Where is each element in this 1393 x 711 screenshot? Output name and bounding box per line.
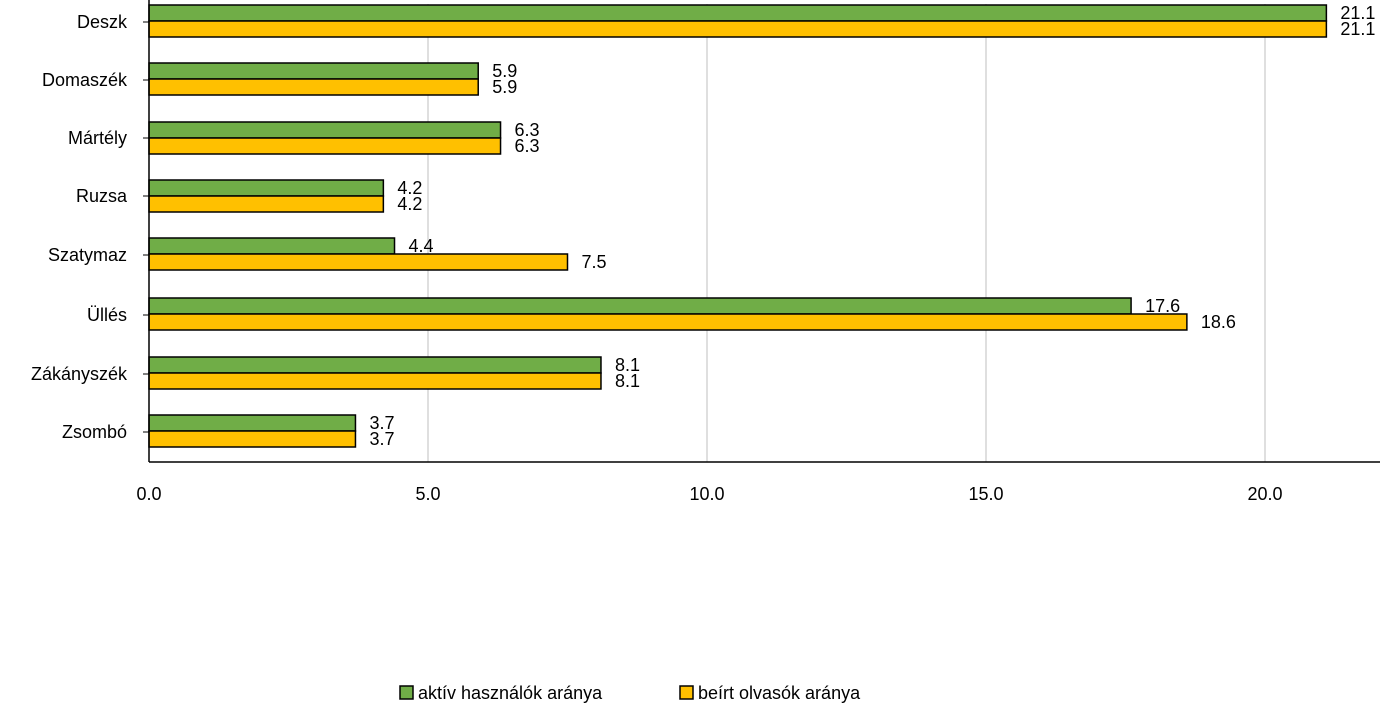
- bar-active-5: [148, 297, 1132, 315]
- data-label-active-0: 21.1: [1340, 3, 1375, 23]
- bar-registered-2: [148, 137, 502, 155]
- data-label-registered-7: 3.7: [369, 429, 394, 449]
- bar-registered-4: [148, 253, 569, 271]
- bar-registered-0: [148, 20, 1328, 38]
- bar-active-4: [148, 237, 396, 255]
- category-label: Zákányszék: [31, 364, 128, 384]
- bar-active-2: [148, 121, 502, 139]
- data-label-registered-5: 18.6: [1201, 312, 1236, 332]
- category-label: Deszk: [77, 12, 128, 32]
- bar-active-6: [148, 356, 602, 374]
- category-label: Domaszék: [42, 70, 128, 90]
- bar-active-0: [148, 4, 1328, 22]
- data-label-active-5: 17.6: [1145, 296, 1180, 316]
- category-label: Üllés: [87, 305, 127, 325]
- category-label: Szatymaz: [48, 245, 127, 265]
- data-label-active-3: 4.2: [397, 178, 422, 198]
- data-label-active-4: 4.4: [409, 236, 434, 256]
- data-label-registered-1: 5.9: [492, 77, 517, 97]
- x-tick-label: 5.0: [415, 484, 440, 504]
- legend-swatch-active: [399, 685, 414, 700]
- x-tick-label: 10.0: [689, 484, 724, 504]
- data-label-active-1: 5.9: [492, 61, 517, 81]
- x-tick-label: 0.0: [136, 484, 161, 504]
- data-label-active-6: 8.1: [615, 355, 640, 375]
- data-label-active-2: 6.3: [515, 120, 540, 140]
- gridlines: [427, 4, 1266, 462]
- data-label-registered-0: 21.1: [1340, 19, 1375, 39]
- bar-active-3: [148, 179, 385, 197]
- legend-label-registered: beírt olvasók aránya: [698, 683, 861, 703]
- category-label: Mártély: [68, 128, 127, 148]
- data-label-registered-4: 7.5: [582, 252, 607, 272]
- axes: Deszk Domaszék Mártély Ruzsa Szatymaz Üllés Zá…: [31, 0, 1380, 504]
- bar-active-1: [148, 62, 479, 80]
- legend: aktív használók aránya beírt olvasók arán…: [399, 683, 861, 703]
- x-tick-label: 20.0: [1247, 484, 1282, 504]
- x-tick-label: 15.0: [968, 484, 1003, 504]
- data-labels: 21.121.1 5.95.9 6.36.3 4.24.2 4.4 7.5 17.6 18.6…: [369, 3, 1375, 449]
- bar-registered-3: [148, 195, 385, 213]
- bar-active-7: [148, 414, 357, 432]
- legend-swatch-registered: [679, 685, 694, 700]
- category-label: Ruzsa: [76, 186, 128, 206]
- data-label-registered-2: 6.3: [515, 136, 540, 156]
- data-label-registered-3: 4.2: [397, 194, 422, 214]
- category-label: Zsombó: [62, 422, 127, 442]
- bar-registered-5: [148, 313, 1188, 331]
- bars: [148, 4, 1328, 448]
- data-label-registered-6: 8.1: [615, 371, 640, 391]
- bar-registered-1: [148, 78, 479, 96]
- data-label-active-7: 3.7: [369, 413, 394, 433]
- bar-registered-6: [148, 372, 602, 390]
- bar-registered-7: [148, 430, 357, 448]
- legend-label-active: aktív használók aránya: [418, 683, 603, 703]
